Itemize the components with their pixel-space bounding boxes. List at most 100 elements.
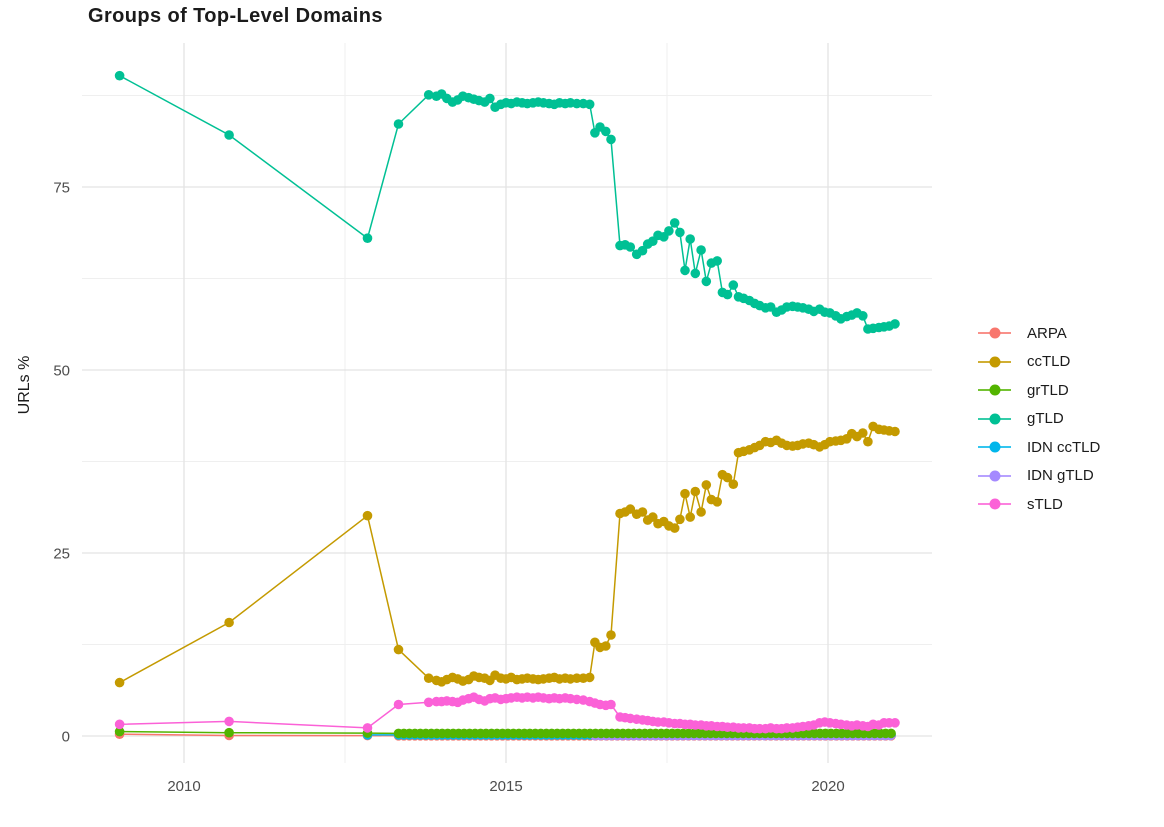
data-point [728, 479, 739, 490]
data-point [722, 472, 733, 483]
legend-dot-icon [989, 441, 1000, 453]
data-point [584, 99, 595, 110]
data-point [680, 265, 690, 276]
data-point [362, 723, 373, 733]
data-point [701, 276, 712, 287]
data-point [890, 319, 900, 329]
data-point [858, 311, 868, 321]
y-axis-title: URLs % [16, 355, 33, 415]
legend-item-label: IDN ccTLD [1027, 438, 1101, 456]
series-points-cctld [114, 421, 900, 688]
data-point [606, 134, 616, 145]
legend-item-label: ARPA [1027, 324, 1067, 342]
data-point [685, 512, 695, 522]
legend-item: sTLD [978, 490, 1100, 519]
legend-key-icon [978, 497, 1011, 511]
data-point [606, 699, 616, 710]
data-point [393, 644, 404, 655]
data-point [648, 512, 658, 522]
y-tick-label: 50 [53, 362, 70, 379]
data-point [224, 716, 234, 727]
y-tick-label: 25 [53, 545, 70, 562]
data-point [601, 126, 611, 137]
data-point [675, 227, 685, 238]
data-point [606, 630, 616, 640]
legend-item-label: sTLD [1027, 495, 1063, 513]
data-point [637, 245, 648, 256]
legend-item: ARPA [978, 319, 1100, 348]
data-point [664, 226, 674, 236]
legend-key-icon [978, 355, 1011, 369]
legend-item: grTLD [978, 376, 1100, 405]
data-point [625, 504, 636, 514]
legend-dot-icon [989, 498, 1000, 510]
data-point [712, 256, 722, 266]
data-point [675, 514, 685, 525]
data-point [680, 488, 690, 499]
data-point [669, 218, 680, 228]
x-tick-label: 2015 [489, 778, 522, 795]
data-point [114, 726, 125, 737]
data-point [858, 428, 868, 438]
data-point [393, 119, 404, 129]
data-point [224, 130, 234, 140]
legend-item: ccTLD [978, 348, 1100, 377]
data-point [696, 507, 706, 517]
data-point [423, 697, 434, 708]
data-point [886, 728, 896, 739]
data-point [728, 280, 739, 290]
data-point [114, 70, 125, 81]
data-point [584, 672, 595, 683]
data-point [701, 480, 712, 490]
series-points-grtld [114, 726, 896, 739]
legend-item: IDN ccTLD [978, 433, 1100, 462]
legend-item: IDN gTLD [978, 462, 1100, 491]
data-point [601, 641, 611, 651]
series-points-stld [114, 692, 900, 734]
data-point [690, 268, 701, 279]
x-tick-label: 2020 [811, 778, 844, 795]
y-tick-label: 0 [62, 728, 70, 745]
legend-key-icon [978, 469, 1011, 483]
y-tick-label: 75 [53, 179, 70, 196]
legend: ARPA ccTLD grTLD gTLD IDN ccTLD IDN gTLD sTLD [978, 319, 1100, 519]
legend-key-icon [978, 440, 1011, 454]
legend-item-label: grTLD [1027, 381, 1069, 399]
data-point [722, 289, 733, 300]
data-point [712, 497, 722, 507]
data-point [625, 242, 636, 252]
series-line-gtld [119, 75, 896, 330]
data-point [696, 245, 706, 255]
data-point [890, 426, 900, 437]
legend-item-label: gTLD [1027, 410, 1064, 428]
legend-dot-icon [989, 327, 1000, 339]
legend-dot-icon [989, 384, 1000, 396]
data-point [224, 617, 234, 628]
data-point [393, 699, 404, 710]
legend-key-icon [978, 326, 1011, 340]
legend-item: gTLD [978, 405, 1100, 434]
data-point [423, 90, 434, 100]
data-point [685, 234, 695, 244]
data-point [863, 436, 873, 447]
data-point [669, 523, 680, 533]
x-tick-label: 2010 [167, 778, 200, 795]
data-point [224, 727, 234, 738]
legend-key-icon [978, 412, 1011, 426]
data-point [114, 677, 125, 688]
legend-dot-icon [989, 413, 1000, 425]
legend-dot-icon [989, 356, 1000, 368]
data-point [423, 673, 434, 683]
data-point [690, 486, 701, 497]
data-point [362, 233, 373, 243]
data-point [362, 510, 373, 521]
data-point [114, 719, 125, 730]
legend-dot-icon [989, 470, 1000, 482]
chart-title: Groups of Top-Level Domains [88, 5, 383, 27]
data-point [890, 718, 900, 728]
legend-item-label: ccTLD [1027, 353, 1071, 371]
data-point [637, 507, 648, 517]
legend-key-icon [978, 383, 1011, 397]
data-point [485, 93, 495, 104]
